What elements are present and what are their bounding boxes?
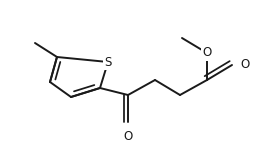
Text: S: S xyxy=(104,55,112,69)
Text: O: O xyxy=(123,130,132,143)
Text: O: O xyxy=(240,58,249,71)
Text: O: O xyxy=(202,46,212,60)
